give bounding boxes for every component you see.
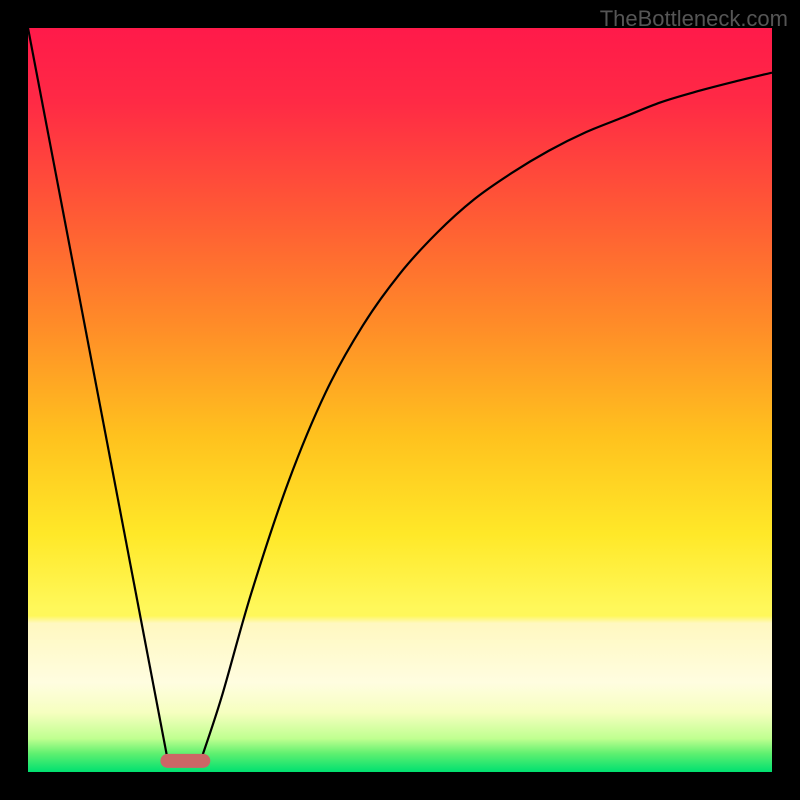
bottleneck-marker — [160, 754, 210, 768]
plot-background — [28, 28, 772, 772]
chart-container: TheBottleneck.com — [0, 0, 800, 800]
bottleneck-chart — [0, 0, 800, 800]
watermark-text: TheBottleneck.com — [600, 6, 788, 32]
